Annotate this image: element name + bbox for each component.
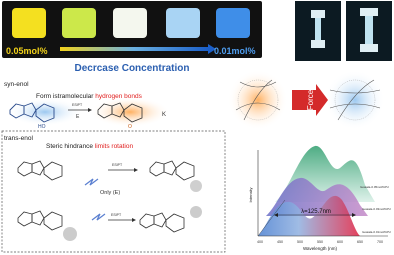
syn-state-k: K [162, 112, 166, 118]
trans-arrow-bottom: ESIPT [111, 213, 122, 217]
network: Force [228, 70, 385, 130]
syn-label: syn-enol [4, 81, 29, 88]
force-label: Force [306, 89, 315, 110]
svg-text:O: O [128, 124, 132, 130]
trans-note-text: Steric hindrance [46, 143, 93, 150]
spectrum-y-label: Intensity [248, 188, 253, 203]
syn-note-highlight: hydrogen bonds [95, 93, 142, 100]
x-tick-label: 700 [377, 240, 383, 244]
concentration-low: 0.01mol% [214, 46, 256, 56]
syn-arrow-label: ESIPT [72, 103, 83, 107]
spectrum-x-label: Wavelength (nm) [303, 246, 338, 251]
trans-label: trans-enol [4, 135, 33, 142]
legend-entry: Isoaiala-0.03mol%PU [362, 207, 391, 211]
syn-state-e: E [76, 114, 80, 120]
syn-note: Form istramolecular hydrogen bonds [36, 93, 143, 100]
trans-molecules [17, 160, 202, 241]
x-tick-label: 600 [337, 240, 343, 244]
syn-molecule-e: HO [7, 98, 83, 130]
spectrum-ticks: 400 450 500 550 600 650 700 [257, 240, 383, 244]
spectrum-legend: Isoaiala-0.05mol%PU Isoaiala-0.03mol%PU Is… [360, 185, 391, 234]
spectrum [257, 145, 388, 237]
x-tick-label: 450 [277, 240, 283, 244]
x-tick-label: 400 [257, 240, 263, 244]
concentration-high: 0.05mol% [6, 46, 48, 56]
x-tick-label: 500 [297, 240, 303, 244]
syn-note-text: Form istramolecular [36, 93, 94, 100]
x-tick-label: 650 [357, 240, 363, 244]
legend-entry: Isoaiala-0.05mol%PU [360, 185, 389, 189]
legend-entry: Isoaiala-0.01mol%PU [362, 230, 391, 234]
concentration-caption: Decrcase Concentration [74, 63, 189, 74]
trans-note-highlight: limits rotation [95, 143, 134, 150]
trans-note: Steric hindrance limits rotation [46, 143, 133, 150]
photo-strip: 0.05mol% 0.01mol% [2, 1, 262, 58]
syn-molecule-k: O [90, 97, 170, 130]
x-tick-label: 550 [317, 240, 323, 244]
trans-box [1, 130, 226, 253]
tensile-photos [295, 1, 392, 61]
trans-arrow-top: ESIPT [112, 163, 123, 167]
trans-only: Only (E) [100, 190, 120, 196]
svg-text:HO: HO [38, 124, 46, 130]
spectrum-annotation: λ=125.7nm [301, 209, 331, 215]
